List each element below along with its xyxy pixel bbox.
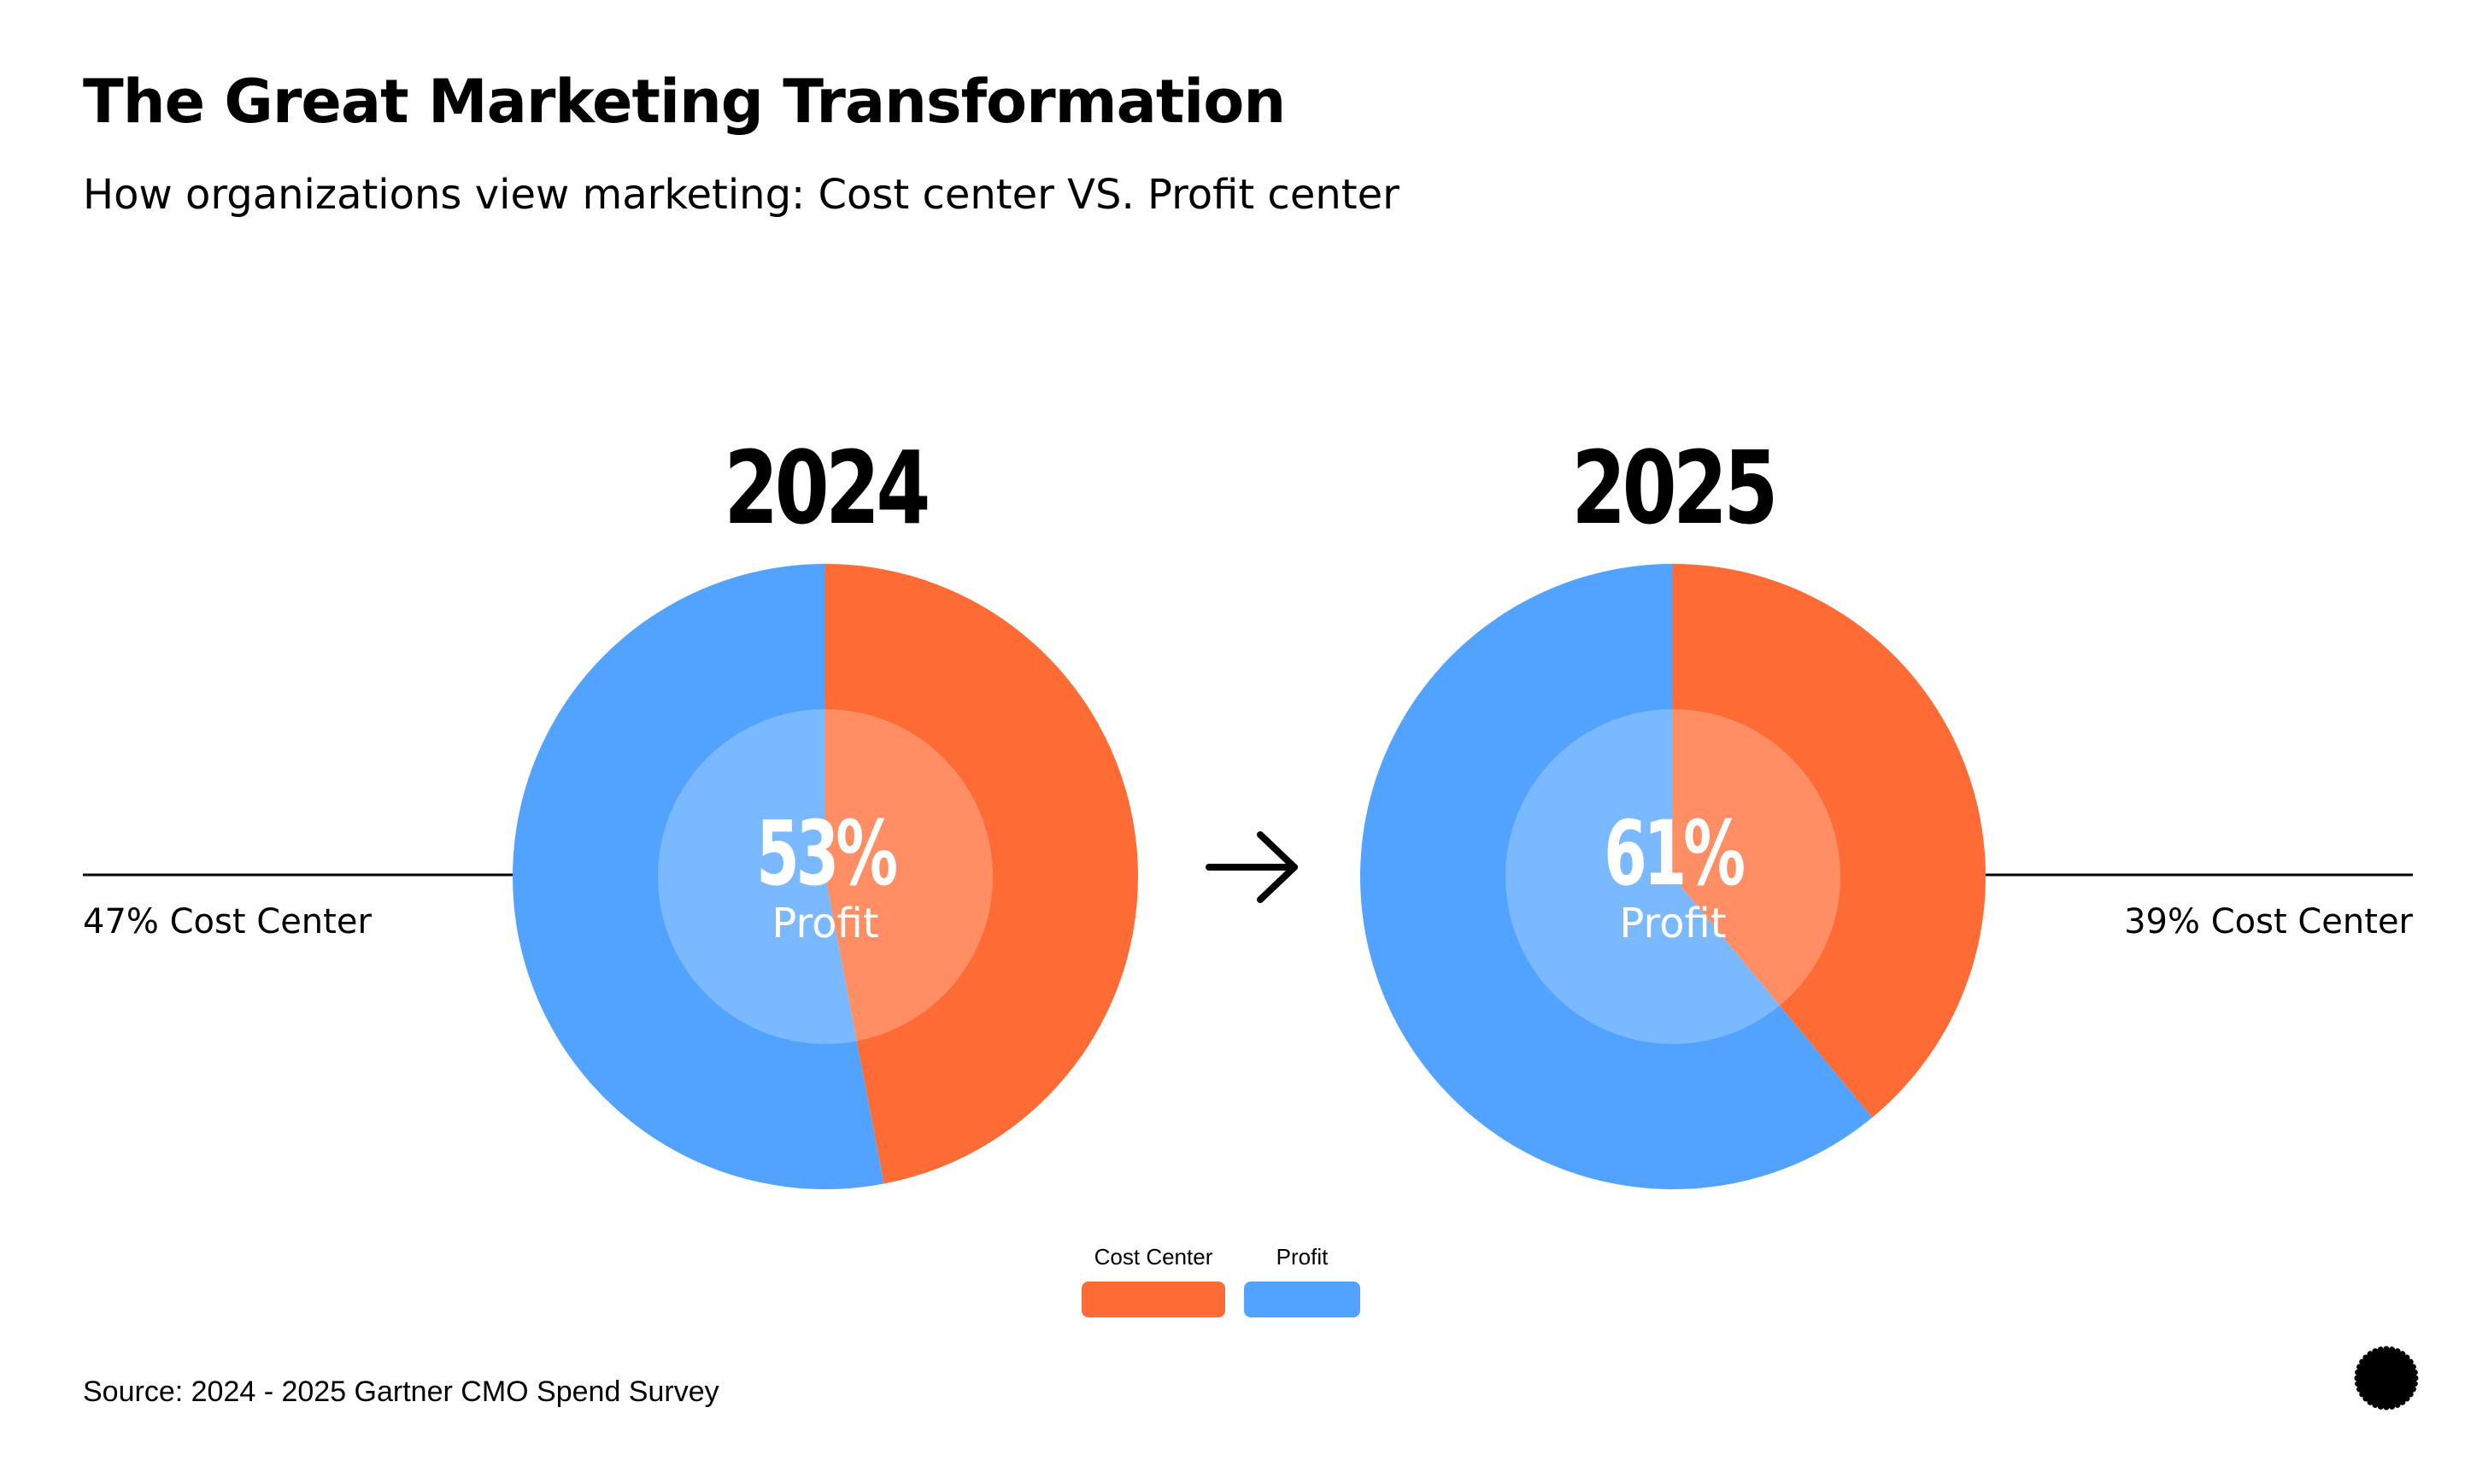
callout-2025: 39% Cost Center: [2124, 902, 2413, 941]
legend-label-cost-center: Cost Center: [1094, 1244, 1213, 1270]
center-label-2025: Profit: [1619, 900, 1726, 947]
pie-2024: [512, 564, 1138, 1189]
chart-title-2024: 2024: [724, 430, 927, 547]
center-value-2024: 53%: [756, 803, 896, 906]
pie-slice-cost-center: [825, 564, 1138, 1184]
source-note: Source: 2024 - 2025 Gartner CMO Spend Su…: [83, 1375, 719, 1408]
page-title: The Great Marketing Transformation: [83, 67, 1286, 137]
pie-slice-cost-center: [1673, 564, 1986, 1118]
pie-slice-profit: [1360, 564, 1873, 1189]
pie-2025: [1360, 564, 1986, 1189]
chart-title-2025: 2025: [1571, 430, 1774, 547]
legend-swatch-cost-center: [1082, 1282, 1225, 1317]
starburst-logo-icon: [2354, 1346, 2419, 1411]
legend-swatch-profit: [1244, 1282, 1360, 1317]
pie-slice-profit: [512, 564, 884, 1189]
pie-center-overlay: [1505, 709, 1840, 1044]
legend-label-profit: Profit: [1276, 1244, 1329, 1270]
starburst-ray: [2355, 1369, 2418, 1387]
right-arrow-icon: [1206, 831, 1298, 903]
page-subtitle: How organizations view marketing: Cost c…: [83, 171, 1400, 219]
pie-center-overlay: [658, 709, 993, 1044]
center-value-2025: 61%: [1604, 803, 1744, 906]
callout-2024: 47% Cost Center: [83, 902, 372, 941]
center-label-2024: Profit: [772, 900, 878, 947]
